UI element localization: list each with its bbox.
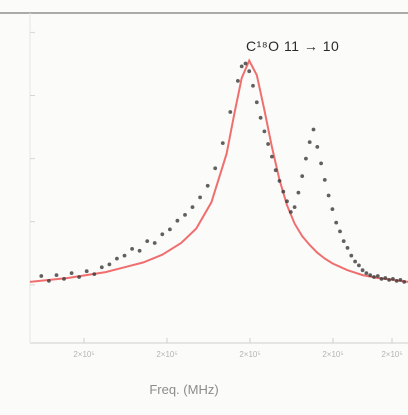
data-point xyxy=(345,246,350,250)
data-point xyxy=(47,279,51,283)
data-point xyxy=(360,268,365,273)
data-point xyxy=(198,195,203,200)
data-point xyxy=(398,278,403,282)
data-point xyxy=(338,229,342,234)
x-ticks: 2×10⁵ 2×10⁵ 2×10⁵ 2×10⁵ 2×10⁵ xyxy=(73,338,403,359)
data-point xyxy=(319,161,323,166)
data-point xyxy=(368,273,373,277)
data-point xyxy=(168,227,172,232)
data-point xyxy=(379,277,384,281)
data-point xyxy=(372,275,376,279)
data-point xyxy=(137,248,142,253)
data-point xyxy=(220,141,225,146)
model-fit-line xyxy=(29,58,408,283)
data-point xyxy=(375,274,380,278)
data-point xyxy=(270,154,274,159)
data-point xyxy=(266,142,270,146)
data-point xyxy=(281,189,286,194)
data-point xyxy=(145,239,150,244)
data-point xyxy=(357,263,361,268)
data-point xyxy=(391,277,395,281)
data-point xyxy=(394,279,399,283)
data-point xyxy=(236,79,240,83)
data-point xyxy=(277,179,282,183)
data-point xyxy=(315,145,320,149)
data-point xyxy=(251,83,255,88)
data-point xyxy=(262,129,267,134)
data-point xyxy=(77,275,81,279)
data-point xyxy=(205,183,210,188)
data-point xyxy=(330,207,335,212)
data-point xyxy=(239,64,244,69)
data-point xyxy=(311,127,316,132)
data-point xyxy=(387,278,391,282)
data-point xyxy=(183,213,187,217)
data-point xyxy=(190,205,195,210)
data-point xyxy=(107,262,112,267)
data-point xyxy=(349,253,354,258)
data-point xyxy=(243,61,248,66)
data-point xyxy=(122,253,127,258)
data-point xyxy=(99,265,104,270)
data-point xyxy=(341,239,346,244)
data-point xyxy=(258,115,263,120)
x-axis-title: Freq. (MHz) xyxy=(149,382,218,397)
x-tick-label-0: 2×10⁵ xyxy=(73,350,94,359)
data-point xyxy=(353,259,357,264)
data-point xyxy=(84,269,89,274)
data-point xyxy=(326,193,331,198)
x-tick-label-3: 2×10⁵ xyxy=(322,350,343,359)
data-point xyxy=(160,232,165,237)
x-tick-label-1: 2×10⁵ xyxy=(156,350,177,359)
data-point xyxy=(334,220,339,225)
data-point xyxy=(383,276,388,280)
data-point xyxy=(39,274,44,278)
data-point xyxy=(69,271,74,275)
data-point xyxy=(175,218,180,223)
x-tick-label-2: 2×10⁵ xyxy=(239,350,260,359)
data-point xyxy=(285,199,289,204)
data-point xyxy=(130,247,135,251)
observed-data-points xyxy=(39,61,407,284)
data-point xyxy=(213,166,218,171)
y-tick-marks xyxy=(30,31,35,286)
data-point xyxy=(62,277,66,281)
data-point xyxy=(152,241,157,245)
data-point xyxy=(288,210,293,214)
data-point xyxy=(307,140,312,145)
data-point xyxy=(254,100,259,105)
data-point xyxy=(247,69,252,74)
molecule-transition-label: C¹⁸O 11 → 10 xyxy=(246,38,339,54)
data-point xyxy=(292,205,297,210)
data-point xyxy=(228,110,233,114)
data-point xyxy=(115,256,119,261)
data-point xyxy=(54,273,59,277)
data-point xyxy=(322,178,327,182)
data-point xyxy=(92,272,97,276)
data-point xyxy=(364,271,369,275)
data-point xyxy=(304,156,308,161)
data-point xyxy=(296,190,301,195)
data-point xyxy=(402,280,407,284)
data-point xyxy=(300,174,305,179)
x-tick-label-4: 2×10⁵ xyxy=(381,350,402,359)
data-point xyxy=(273,168,278,173)
